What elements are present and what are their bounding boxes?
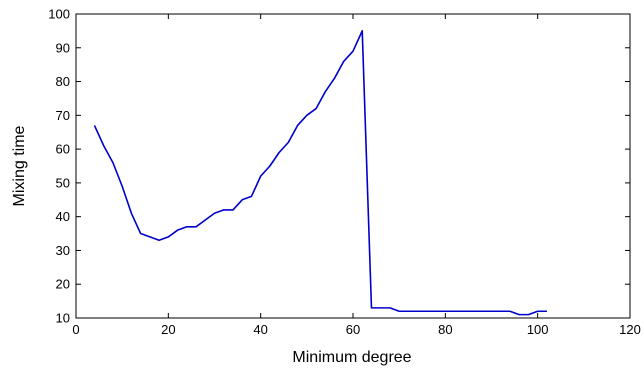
- y-tick-label: 50: [56, 175, 70, 190]
- y-tick-label: 30: [56, 243, 70, 258]
- y-axis-label: Mixing time: [11, 125, 28, 206]
- x-axis-label: Minimum degree: [292, 349, 411, 366]
- x-tick-label: 40: [253, 322, 267, 337]
- y-tick-label: 70: [56, 108, 70, 123]
- x-tick-label: 80: [438, 322, 452, 337]
- y-tick-label: 20: [56, 277, 70, 292]
- x-tick-label: 20: [161, 322, 175, 337]
- y-tick-label: 10: [56, 311, 70, 326]
- series-line-0: [94, 31, 546, 315]
- y-tick-label: 80: [56, 74, 70, 89]
- x-tick-label: 120: [619, 322, 641, 337]
- y-tick-label: 100: [48, 7, 70, 22]
- x-tick-label: 100: [527, 322, 549, 337]
- y-tick-label: 60: [56, 142, 70, 157]
- x-tick-label: 0: [72, 322, 79, 337]
- y-tick-label: 90: [56, 40, 70, 55]
- plot-frame: [76, 14, 630, 318]
- x-tick-label: 60: [346, 322, 360, 337]
- y-tick-label: 40: [56, 209, 70, 224]
